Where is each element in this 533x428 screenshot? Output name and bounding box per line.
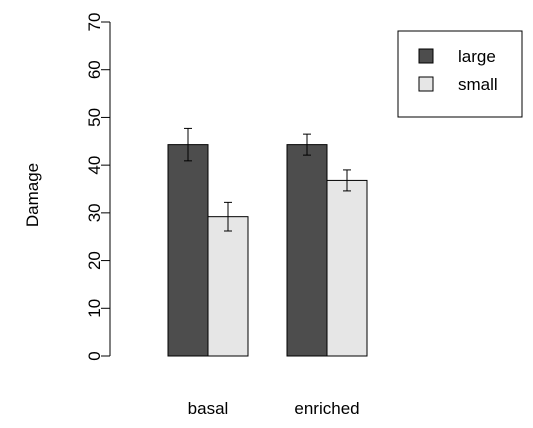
y-axis: 0 10 20 30 40 50 60 70 <box>85 13 111 361</box>
category-labels: basal enriched <box>188 399 360 418</box>
legend-swatch-large <box>418 48 434 64</box>
legend: large small <box>397 30 523 118</box>
category-label-basal: basal <box>188 399 229 418</box>
y-tick-label: 10 <box>85 299 104 318</box>
bar-large-basal <box>167 144 209 357</box>
y-tick-label: 50 <box>85 108 104 127</box>
y-tick-label: 0 <box>85 351 104 360</box>
y-axis-title: Damage <box>23 163 42 227</box>
y-tick-label: 60 <box>85 60 104 79</box>
y-tick-label: 70 <box>85 13 104 32</box>
legend-swatch-small <box>418 76 434 92</box>
legend-box <box>397 30 523 118</box>
bar-small-basal <box>207 216 249 357</box>
legend-label-small: small <box>458 75 498 94</box>
category-label-enriched: enriched <box>294 399 359 418</box>
y-tick-label: 20 <box>85 251 104 270</box>
bars <box>167 144 368 357</box>
error-bars <box>184 127 351 232</box>
bar-large-enriched <box>286 144 328 357</box>
y-tick-label: 40 <box>85 156 104 175</box>
legend-label-large: large <box>458 47 496 66</box>
bar-small-enriched <box>326 179 368 357</box>
y-tick-label: 30 <box>85 203 104 222</box>
